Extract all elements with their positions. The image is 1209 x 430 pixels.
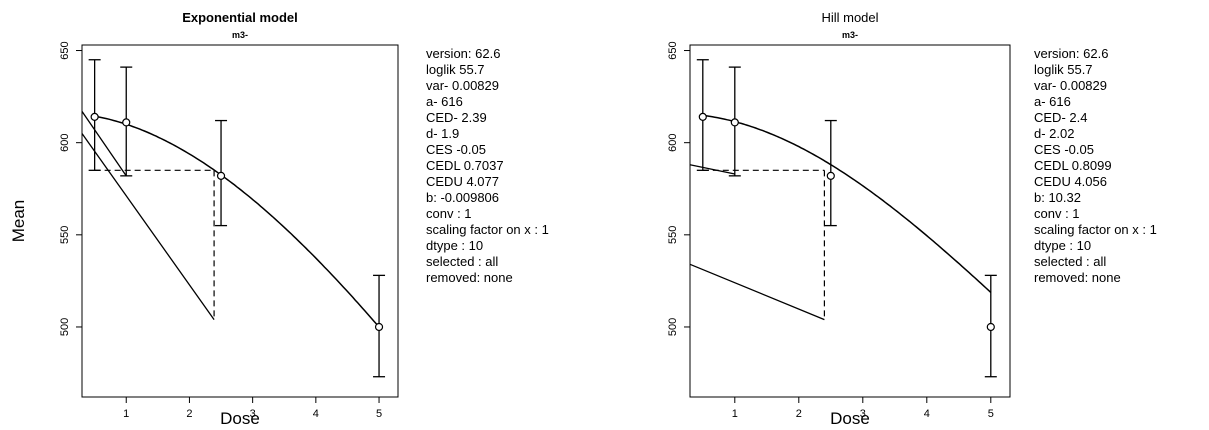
- chart-panel-1: Exponential model m3- 1 2 3 4 5 500 550 600 650 Dos…: [9, 10, 549, 428]
- model-info-line: CEDU 4.077: [426, 174, 499, 189]
- y-tick-label: 650: [667, 41, 679, 59]
- data-point: [122, 118, 131, 127]
- x-tick-label: 5: [988, 408, 994, 420]
- data-point: [730, 118, 739, 127]
- chart-panel-2: Hill model m3- 1 2 3 4 5 500 550 600 650 Dose versio…: [667, 10, 1157, 428]
- model-info-line: loglik 55.7: [426, 62, 485, 77]
- plot-area-frame: [81, 44, 399, 398]
- chart-subtitle: m3-: [842, 30, 858, 40]
- model-info-line: CES -0.05: [426, 142, 486, 157]
- x-axis-label: Dose: [830, 409, 870, 428]
- model-info-line: selected : all: [426, 254, 498, 269]
- model-info-line: d- 1.9: [426, 126, 459, 141]
- model-info-line: dtype : 10: [426, 238, 483, 253]
- model-info-line: removed: none: [1034, 270, 1121, 285]
- model-info-line: removed: none: [426, 270, 513, 285]
- data-point: [986, 322, 995, 332]
- fitted-curve: [94, 115, 380, 328]
- chart-title: Exponential model: [182, 10, 298, 25]
- y-tick-label: 500: [59, 318, 71, 336]
- model-info-line: CED- 2.39: [426, 110, 487, 125]
- model-info-line: CES -0.05: [1034, 142, 1094, 157]
- y-axis-label: Mean: [9, 200, 28, 243]
- model-info-line: d- 2.02: [1034, 126, 1074, 141]
- model-info-line: CEDL 0.7037: [426, 158, 504, 173]
- y-tick-label: 550: [667, 226, 679, 244]
- chart-subtitle: m3-: [232, 30, 248, 40]
- x-tick-label: 5: [376, 408, 382, 420]
- model-info-line: scaling factor on x : 1: [1034, 222, 1157, 237]
- model-info-line: loglik 55.7: [1034, 62, 1093, 77]
- chart-title: Hill model: [821, 10, 878, 25]
- data-point: [216, 171, 226, 180]
- model-info-line: version: 62.6: [426, 46, 500, 61]
- model-info-line: var- 0.00829: [426, 78, 499, 93]
- y-tick-label: 550: [59, 226, 71, 244]
- y-tick-label: 600: [667, 133, 679, 151]
- model-info-line: CEDL 0.8099: [1034, 158, 1112, 173]
- x-tick-label: 1: [732, 408, 738, 420]
- reference-line: [81, 133, 215, 320]
- model-info-line: var- 0.00829: [1034, 78, 1107, 93]
- plot-area-frame: [689, 44, 1011, 398]
- x-tick-label: 1: [123, 408, 129, 420]
- x-tick-label: 3: [860, 408, 866, 420]
- model-info-line: a- 616: [1034, 94, 1071, 109]
- model-info-line: b: 10.32: [1034, 190, 1081, 205]
- reference-line: [81, 110, 127, 177]
- model-info-line: b: -0.009806: [426, 190, 499, 205]
- model-info-line: CEDU 4.056: [1034, 174, 1107, 189]
- y-tick-label: 500: [667, 318, 679, 336]
- model-info-line: a- 616: [426, 94, 463, 109]
- x-tick-label: 2: [186, 408, 192, 420]
- data-point: [90, 112, 99, 121]
- x-tick-label: 4: [313, 408, 319, 420]
- data-point: [698, 112, 707, 121]
- reference-line: [689, 164, 735, 175]
- fitted-curve: [702, 114, 992, 293]
- y-tick-label: 650: [59, 41, 71, 59]
- x-tick-label: 3: [250, 408, 256, 420]
- model-info-line: CED- 2.4: [1034, 110, 1087, 125]
- model-info-line: conv : 1: [1034, 206, 1080, 221]
- model-info-line: selected : all: [1034, 254, 1106, 269]
- model-info-line: scaling factor on x : 1: [426, 222, 549, 237]
- x-axis-label: Dose: [220, 409, 260, 428]
- y-tick-label: 600: [59, 133, 71, 151]
- model-info-line: version: 62.6: [1034, 46, 1108, 61]
- model-info-line: conv : 1: [426, 206, 472, 221]
- x-tick-label: 2: [796, 408, 802, 420]
- data-point: [826, 171, 835, 180]
- x-tick-label: 4: [924, 408, 930, 420]
- data-point: [374, 322, 384, 332]
- reference-line: [689, 263, 825, 321]
- model-info-line: dtype : 10: [1034, 238, 1091, 253]
